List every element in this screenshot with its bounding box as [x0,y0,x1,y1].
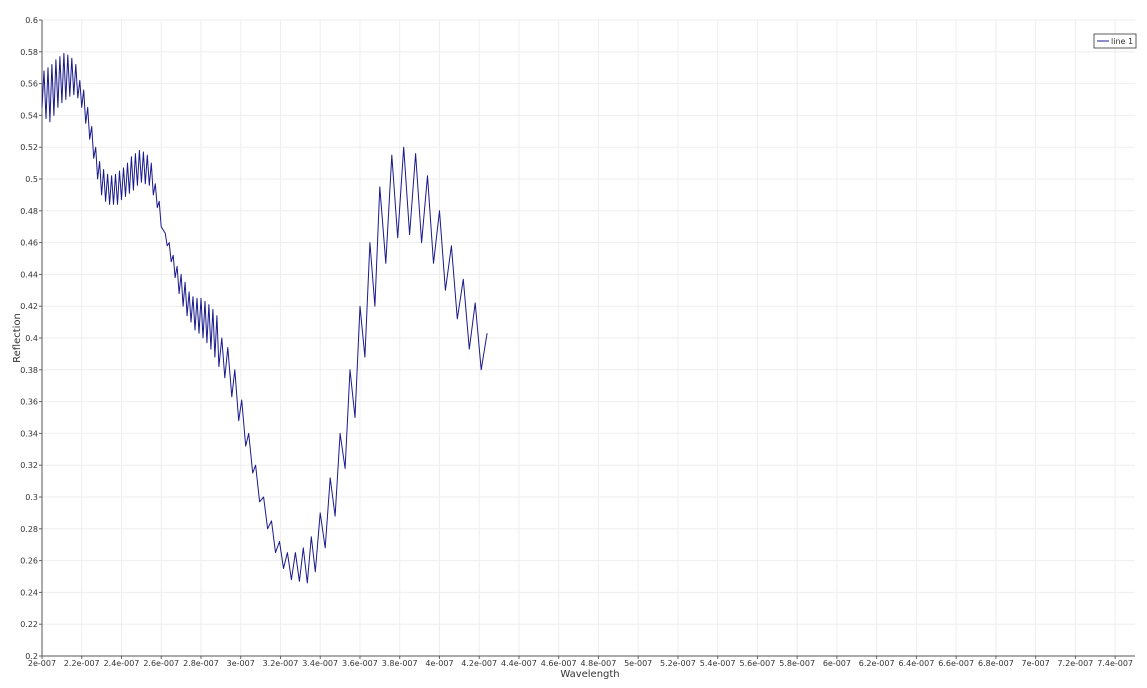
y-tick-label: 0.48 [20,207,38,216]
legend: line 1 [1093,33,1137,49]
y-tick-label: 0.6 [25,16,38,25]
x-tick-label: 7.4e-007 [1097,659,1133,668]
legend-box [1093,33,1137,49]
y-tick-label: 0.4 [25,334,38,343]
y-tick-label: 0.22 [20,620,38,629]
x-tick-label: 2.8e-007 [183,659,219,668]
x-tick-label: 5.2e-007 [660,659,696,668]
x-tick-label: 3.2e-007 [263,659,299,668]
x-tick-label: 2.6e-007 [143,659,179,668]
x-tick-label: 3e-007 [227,659,255,668]
x-tick-label: 6.8e-007 [978,659,1014,668]
x-tick-label: 6.2e-007 [859,659,895,668]
y-tick-label: 0.42 [20,302,38,311]
x-tick-label: 3.8e-007 [382,659,418,668]
x-tick-label: 3.4e-007 [302,659,338,668]
x-tick-label: 7.2e-007 [1057,659,1093,668]
x-tick-label: 4e-007 [425,659,453,668]
y-tick-label: 0.38 [20,366,38,375]
x-tick-label: 5.6e-007 [740,659,776,668]
y-tick-label: 0.3 [25,493,38,502]
x-tick-label: 5.8e-007 [779,659,815,668]
y-tick-label: 0.2 [25,652,38,661]
y-tick-label: 0.36 [20,398,38,407]
x-tick-label: 2.2e-007 [64,659,100,668]
x-tick-label: 4.2e-007 [461,659,497,668]
y-tick-label: 0.56 [20,80,38,89]
x-tick-label: 3.6e-007 [342,659,378,668]
y-tick-label: 0.34 [20,429,38,438]
y-tick-label: 0.24 [20,588,38,597]
series-group [41,52,488,584]
x-tick-label: 2.4e-007 [104,659,140,668]
y-tick-label: 0.46 [20,239,38,248]
y-axis-ticks: 0.2 0.22 0.24 0.26 0.28 0.3 0.32 0.34 0.36 0.38 0.… [20,16,42,661]
x-tick-label: 6e-007 [823,659,851,668]
series-line-1 [41,52,488,584]
x-axis-title: Wavelength [560,669,619,680]
y-tick-label: 0.58 [20,48,38,57]
x-tick-label: 6.4e-007 [898,659,934,668]
y-tick-label: 0.5 [25,175,38,184]
y-tick-label: 0.26 [20,557,38,566]
x-tick-label: 5e-007 [624,659,652,668]
y-tick-label: 0.28 [20,525,38,534]
y-axis-title: Reflection [12,313,23,363]
x-tick-label: 2e-007 [28,659,56,668]
grid [41,19,1135,657]
y-tick-label: 0.32 [20,461,38,470]
x-tick-label: 7e-007 [1022,659,1050,668]
x-tick-label: 4.4e-007 [501,659,537,668]
y-tick-label: 0.54 [20,111,38,120]
x-axis-ticks: 2e-007 2.2e-007 2.4e-007 2.6e-007 2.8e-007 3e… [28,656,1133,668]
legend-label-line-1: line 1 [1111,37,1133,46]
x-tick-label: 4.8e-007 [581,659,617,668]
y-tick-label: 0.52 [20,143,38,152]
x-tick-label: 6.6e-007 [938,659,974,668]
x-tick-label: 5.4e-007 [700,659,736,668]
y-tick-label: 0.44 [20,270,38,279]
x-tick-label: 4.6e-007 [541,659,577,668]
